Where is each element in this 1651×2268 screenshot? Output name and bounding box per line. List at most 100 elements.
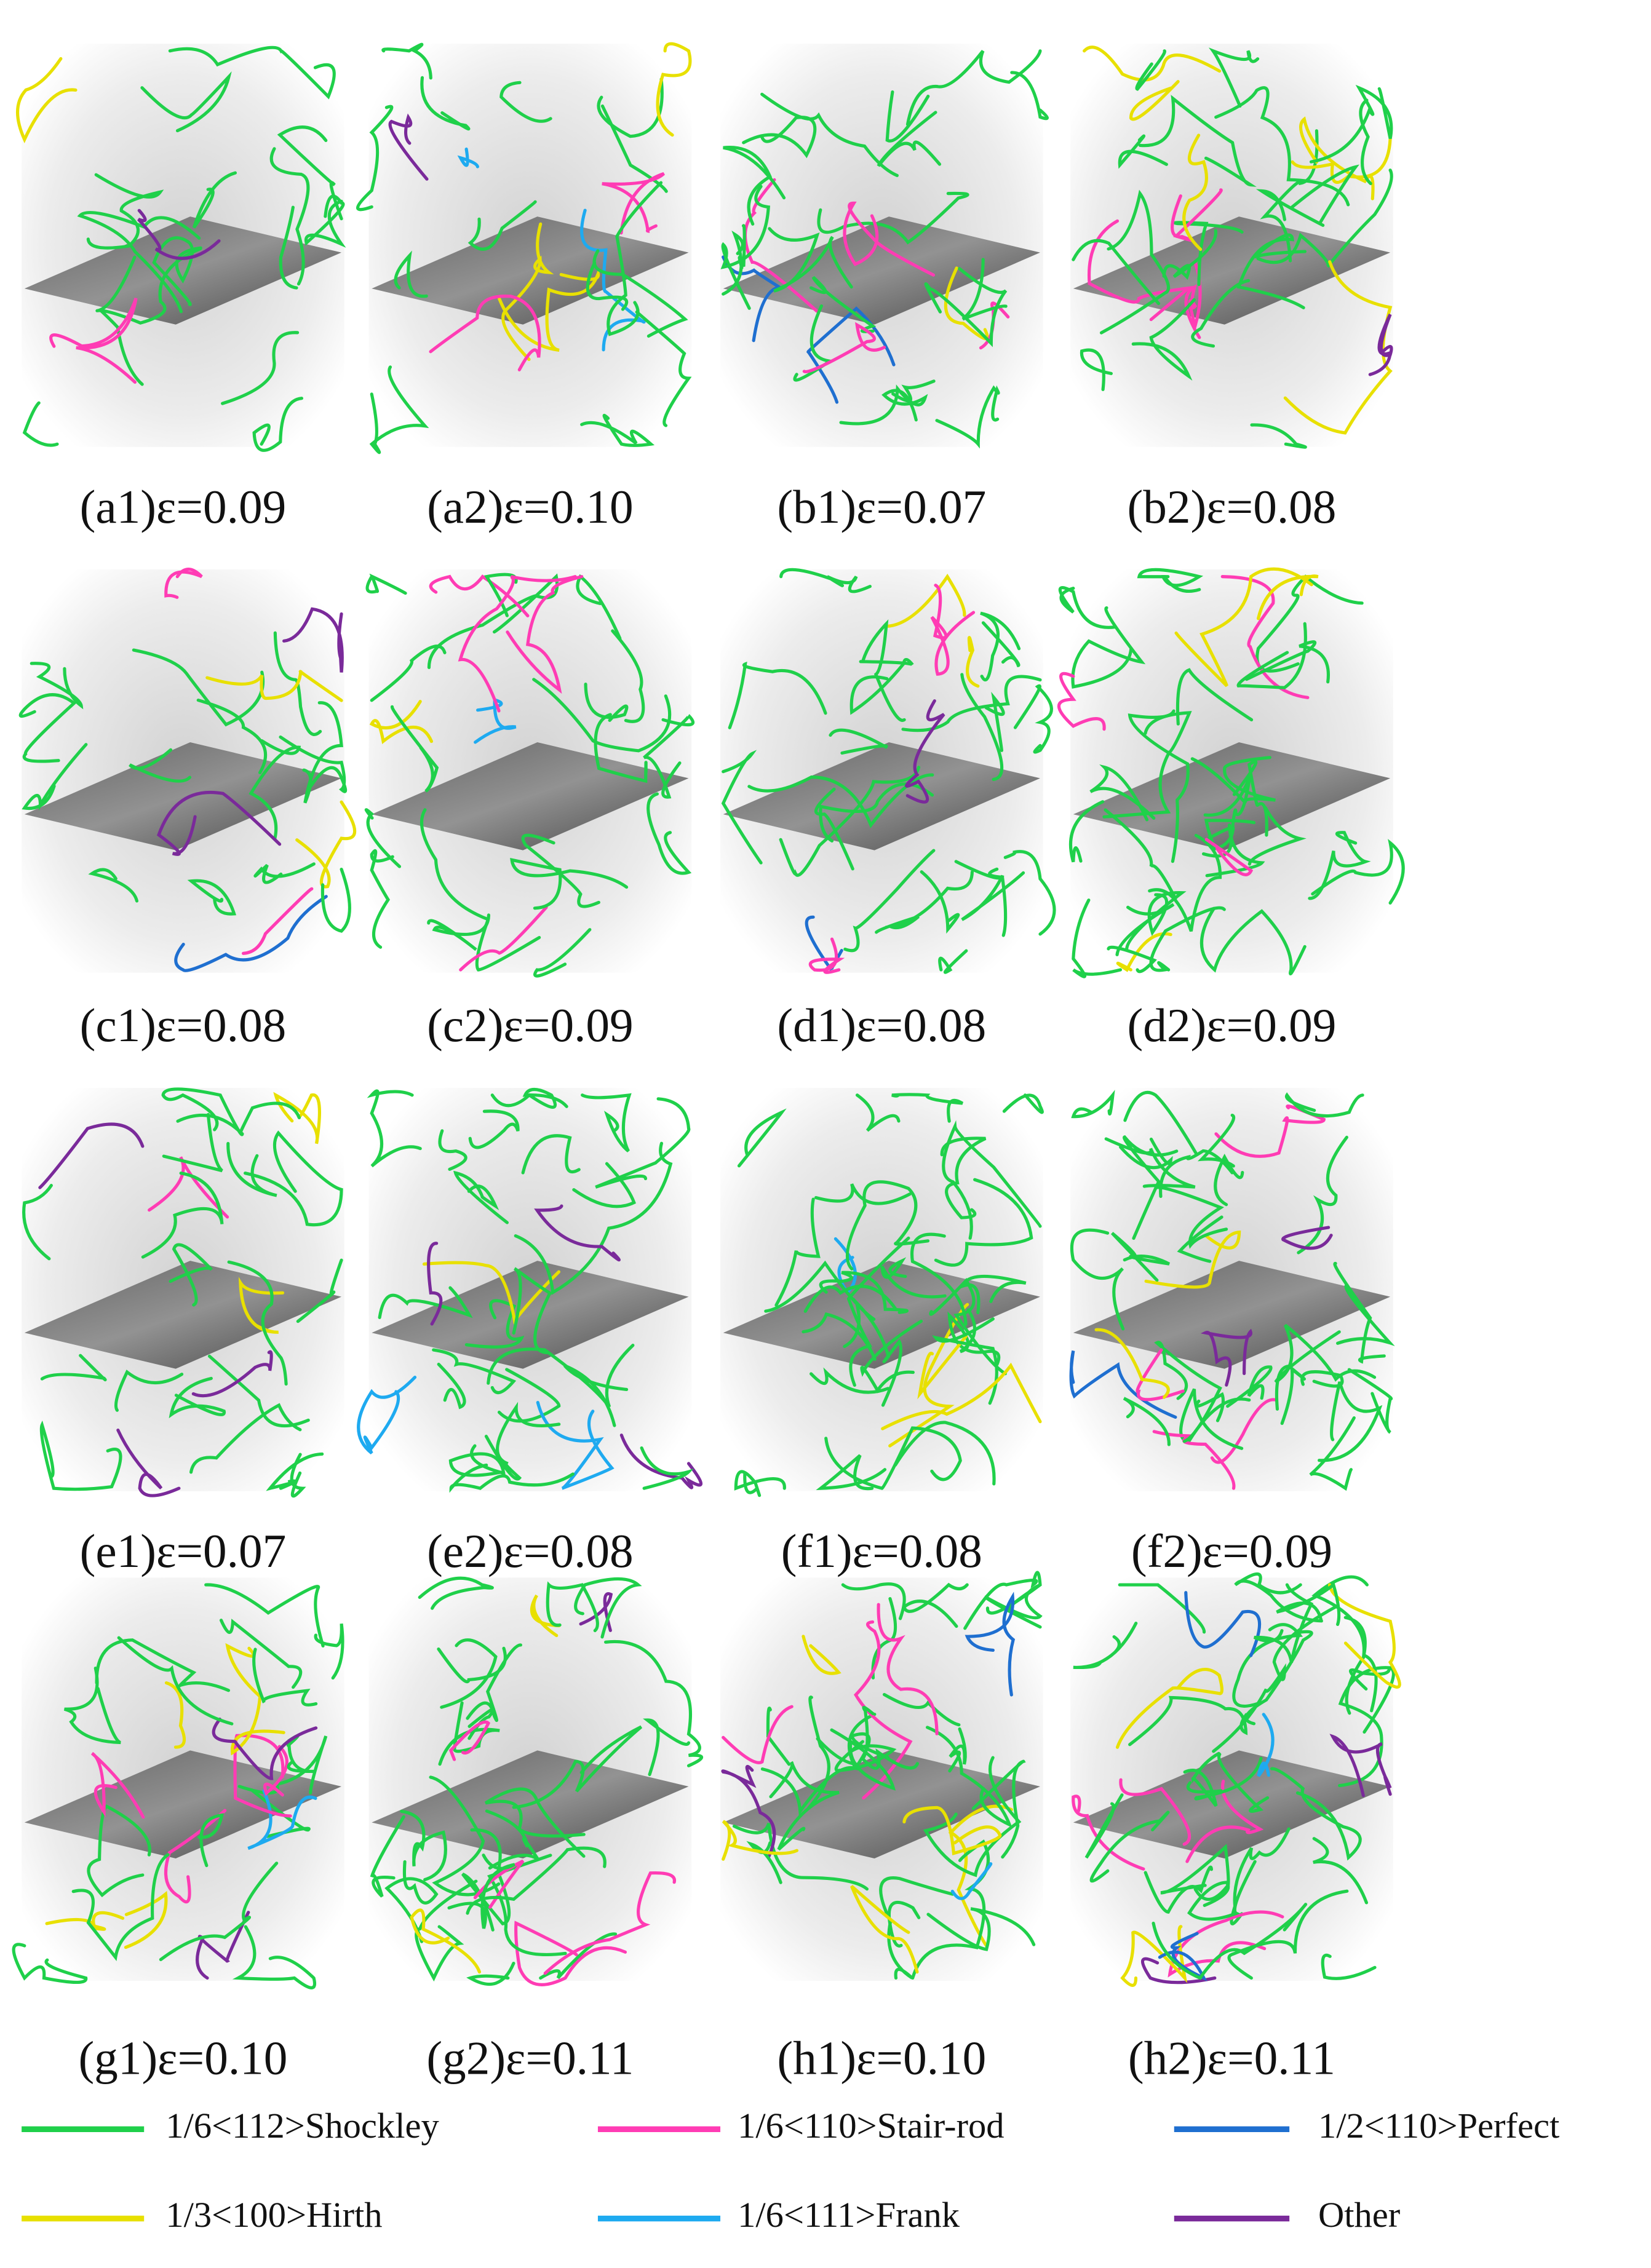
- dislocation-line: [49, 298, 138, 384]
- dislocation-line: [204, 1583, 325, 1647]
- dislocation-line: [597, 77, 664, 138]
- plate: [372, 1261, 689, 1369]
- dislocation-line: [845, 1180, 930, 1271]
- dislocation-line: [95, 1638, 231, 1692]
- dislocation-line: [164, 568, 203, 599]
- dislocation-line: [1123, 1135, 1179, 1240]
- dislocation-line: [252, 1647, 318, 1707]
- dislocation-line: [1123, 1397, 1171, 1446]
- dislocation-line: [910, 1232, 968, 1326]
- dislocation-line: [1135, 49, 1166, 91]
- dislocation-line: [881, 1362, 1042, 1430]
- dislocation-line: [1129, 80, 1180, 121]
- dislocation-line: [950, 1862, 993, 1900]
- plate: [1073, 742, 1391, 850]
- dislocation-line: [1256, 574, 1319, 621]
- dislocation-line: [1128, 709, 1190, 863]
- dislocation-line: [394, 250, 428, 298]
- dislocation-line: [960, 673, 1004, 781]
- dislocation-line: [141, 1172, 224, 1259]
- dislocation-line: [580, 414, 655, 447]
- dislocation-line: [304, 194, 346, 248]
- dislocation-line: [273, 1092, 321, 1144]
- snapshot: [720, 44, 1049, 449]
- dislocation-line: [819, 782, 934, 843]
- dislocation-line: [249, 739, 301, 840]
- panel-label: (e1)ε=0.07: [80, 1525, 287, 1577]
- dislocation-line: [1118, 1583, 1206, 1634]
- dislocation-line: [640, 1446, 694, 1490]
- panel-label: (a1)ε=0.09: [80, 480, 287, 533]
- dislocation-line: [1173, 221, 1244, 287]
- dislocation-line: [420, 76, 471, 131]
- dislocation-line: [168, 46, 336, 100]
- dislocation-line: [885, 573, 966, 628]
- dislocation-line: [1299, 116, 1375, 200]
- dislocation-line: [1119, 1778, 1192, 1846]
- snapshot: [357, 1087, 703, 1493]
- dislocation-line: [930, 584, 976, 676]
- dislocation-line: [721, 1765, 776, 1858]
- dislocation-line: [290, 1453, 306, 1498]
- dislocation-line: [816, 1732, 889, 1766]
- dislocation-line: [357, 1375, 417, 1455]
- legend-label: 1/6<111>Frank: [738, 2195, 960, 2235]
- dislocation-line: [1068, 800, 1105, 863]
- dislocation-line: [1253, 1583, 1314, 1663]
- dislocation-line: [197, 1813, 224, 1868]
- dislocation-line: [466, 1961, 515, 1986]
- dislocation-line: [971, 1759, 1026, 1859]
- dislocation-line: [855, 1093, 901, 1132]
- dislocation-line: [880, 1257, 947, 1299]
- dislocation-line: [774, 1197, 821, 1307]
- dislocation-line: [1162, 229, 1217, 280]
- dislocation-line: [924, 267, 1008, 347]
- dislocation-line: [1236, 622, 1307, 689]
- dislocation-line: [810, 1367, 890, 1394]
- dislocation-line: [232, 1925, 316, 1989]
- dislocation-line: [15, 57, 78, 143]
- dislocation-line: [418, 1576, 494, 1610]
- panel-label: (b1)ε=0.07: [777, 480, 986, 533]
- dislocation-line: [656, 42, 692, 137]
- dislocation-line: [247, 1789, 317, 1850]
- dislocation-line: [1168, 1910, 1284, 1978]
- dislocation-line: [1300, 1370, 1344, 1388]
- dislocation-line: [947, 1308, 1001, 1366]
- dislocation-line: [459, 905, 548, 972]
- dislocation-line: [829, 728, 888, 755]
- panel-label: (b2)ε=0.08: [1127, 480, 1336, 533]
- dislocation-line: [1214, 86, 1350, 207]
- dislocation-line: [453, 1170, 509, 1224]
- dislocation-line: [116, 1428, 181, 1497]
- panel-label: (g2)ε=0.11: [426, 2031, 634, 2084]
- dislocation-line: [152, 236, 202, 306]
- dislocation-line: [384, 1860, 439, 1943]
- panel-label: (f1)ε=0.08: [781, 1525, 982, 1577]
- dislocation-line: [252, 397, 304, 452]
- dislocation-line: [1283, 260, 1393, 435]
- dislocation-line: [584, 682, 629, 722]
- dislocation-line: [905, 49, 1042, 126]
- dislocation-line: [1071, 606, 1146, 689]
- dislocation-line: [364, 808, 402, 868]
- dislocation-line: [810, 276, 877, 333]
- dislocation-line: [1329, 1734, 1392, 1798]
- panel-label: (e2)ε=0.08: [427, 1525, 634, 1577]
- dislocation-line: [18, 693, 77, 763]
- dislocation-line: [1177, 1215, 1223, 1263]
- dislocation-line: [448, 1444, 506, 1477]
- dislocation-line: [1199, 906, 1307, 975]
- dislocation-line: [1131, 298, 1196, 381]
- dislocation-line: [1245, 640, 1331, 684]
- dislocation-line: [860, 1705, 919, 1770]
- dislocation-line: [1115, 1668, 1223, 1749]
- dislocation-line: [891, 1093, 964, 1123]
- dislocation-line: [1144, 1231, 1241, 1289]
- legend-label: 1/6<110>Stair-rod: [738, 2106, 1004, 2146]
- dislocation-line: [485, 1809, 539, 1870]
- dislocation-line: [948, 1727, 967, 1773]
- dislocation-line: [1072, 239, 1161, 306]
- dislocation-line: [97, 255, 144, 386]
- dislocation-line: [1291, 137, 1392, 184]
